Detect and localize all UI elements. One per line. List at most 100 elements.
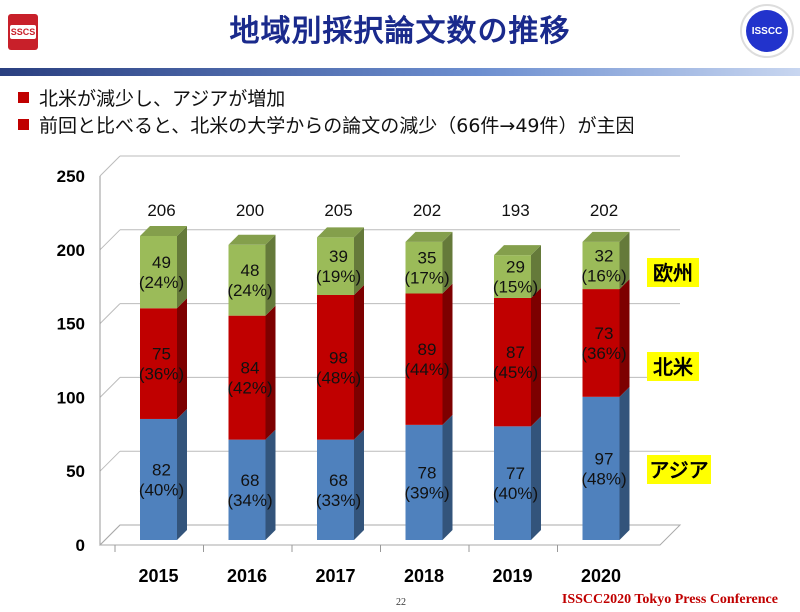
segment-value-label: 49 <box>152 253 171 272</box>
bar-segment <box>494 426 531 540</box>
bar-segment-side <box>619 386 630 540</box>
bar-segment-side <box>619 279 630 397</box>
y-tick-label: 200 <box>57 241 85 260</box>
bar-segment <box>317 439 354 540</box>
conference-footer: ISSCC2020 Tokyo Press Conference <box>561 592 778 607</box>
bar-top <box>405 231 453 242</box>
segment-percent-label: (40%) <box>493 484 538 503</box>
segment-value-label: 97 <box>595 449 614 468</box>
gridline-side <box>99 303 121 324</box>
x-tick-label: 2016 <box>227 566 267 586</box>
segment-percent-label: (15%) <box>493 278 538 297</box>
x-tick-label: 2018 <box>404 566 444 586</box>
y-tick-label: 100 <box>57 388 85 407</box>
total-label: 202 <box>413 201 441 220</box>
segment-value-label: 68 <box>329 471 348 490</box>
bullet-item: 北米が減少し、アジアが増加 <box>18 84 635 111</box>
segment-value-label: 32 <box>595 246 614 265</box>
bullet-square-icon <box>18 119 29 130</box>
bar-segment-side <box>531 416 541 540</box>
segment-value-label: 98 <box>329 348 348 367</box>
bar-segment <box>228 315 266 440</box>
bar-segment-side <box>265 429 276 540</box>
bar-segment <box>140 418 177 540</box>
bar-segment-side <box>177 408 187 540</box>
segment-value-label: 48 <box>241 261 260 280</box>
bar-segment <box>405 241 443 294</box>
total-label: 200 <box>236 201 264 220</box>
chart-floor <box>98 524 682 546</box>
bar-top <box>140 225 187 236</box>
bar-top <box>228 234 276 245</box>
bar-segment-side <box>442 283 453 425</box>
bar-segment <box>582 289 620 397</box>
segment-percent-label: (24%) <box>227 281 272 300</box>
bar-segment-side <box>354 227 364 295</box>
x-tick-label: 2020 <box>581 566 621 586</box>
bar-segment-side <box>177 298 187 419</box>
segment-value-label: 35 <box>418 249 437 268</box>
region-label: 北米 <box>653 356 694 379</box>
bar-segment-side <box>619 231 630 290</box>
segment-percent-label: (24%) <box>139 273 184 292</box>
gridline-side <box>99 155 121 177</box>
x-tick-label: 2017 <box>315 566 355 586</box>
page-number: 22 <box>396 597 406 608</box>
segment-value-label: 77 <box>506 464 525 483</box>
segment-percent-label: (45%) <box>493 363 538 382</box>
header-divider <box>0 68 800 76</box>
region-label-box <box>647 258 699 287</box>
segment-value-label: 68 <box>241 471 260 490</box>
bar-segment <box>405 293 443 425</box>
bar-segment <box>140 308 177 419</box>
segment-value-label: 78 <box>418 463 437 482</box>
isscc-logo: ISSCC <box>740 4 794 58</box>
bar-segment <box>317 237 354 295</box>
segment-percent-label: (42%) <box>227 379 272 398</box>
segment-value-label: 39 <box>329 247 348 266</box>
region-label: アジア <box>649 460 708 482</box>
bar-segment <box>582 396 620 540</box>
bar-top <box>494 245 541 256</box>
segment-value-label: 75 <box>152 345 171 364</box>
segment-percent-label: (19%) <box>316 267 361 286</box>
bar-segment <box>228 439 266 540</box>
gridline-side <box>99 229 121 251</box>
segment-percent-label: (44%) <box>404 360 449 379</box>
bar-segment-side <box>177 225 187 309</box>
segment-value-label: 29 <box>506 258 525 277</box>
bar-segment <box>405 424 443 540</box>
bar-segment <box>494 255 531 298</box>
segment-percent-label: (16%) <box>581 266 626 285</box>
bar-segment-side <box>265 234 276 316</box>
y-tick-label: 0 <box>76 536 85 555</box>
bar-segment <box>494 297 531 427</box>
y-tick-label: 250 <box>57 167 85 186</box>
bar-top <box>582 231 630 242</box>
y-tick-label: 50 <box>66 462 85 481</box>
segment-percent-label: (36%) <box>139 365 184 384</box>
sscs-logo: SSCS <box>8 14 38 50</box>
segment-percent-label: (48%) <box>316 368 361 387</box>
bar-segment-side <box>442 231 453 294</box>
bar-segment-side <box>442 414 453 540</box>
bar-segment-side <box>531 287 541 427</box>
region-label: 欧州 <box>653 261 693 285</box>
segment-value-label: 89 <box>418 340 437 359</box>
segment-percent-label: (34%) <box>227 491 272 510</box>
bar-segment <box>228 244 266 316</box>
bar-segment <box>140 235 177 309</box>
gridline-side <box>99 450 121 472</box>
segment-percent-label: (17%) <box>404 269 449 288</box>
total-label: 206 <box>147 201 175 220</box>
segment-percent-label: (39%) <box>404 483 449 502</box>
segment-percent-label: (48%) <box>581 469 626 488</box>
bar-segment-side <box>531 245 541 298</box>
page-title: 地域別採択論文数の推移 <box>229 14 571 49</box>
gridline-side <box>99 377 121 398</box>
y-tick-label: 150 <box>57 315 85 334</box>
region-label-box <box>647 352 699 381</box>
total-label: 205 <box>324 201 352 220</box>
segment-percent-label: (33%) <box>316 491 361 510</box>
